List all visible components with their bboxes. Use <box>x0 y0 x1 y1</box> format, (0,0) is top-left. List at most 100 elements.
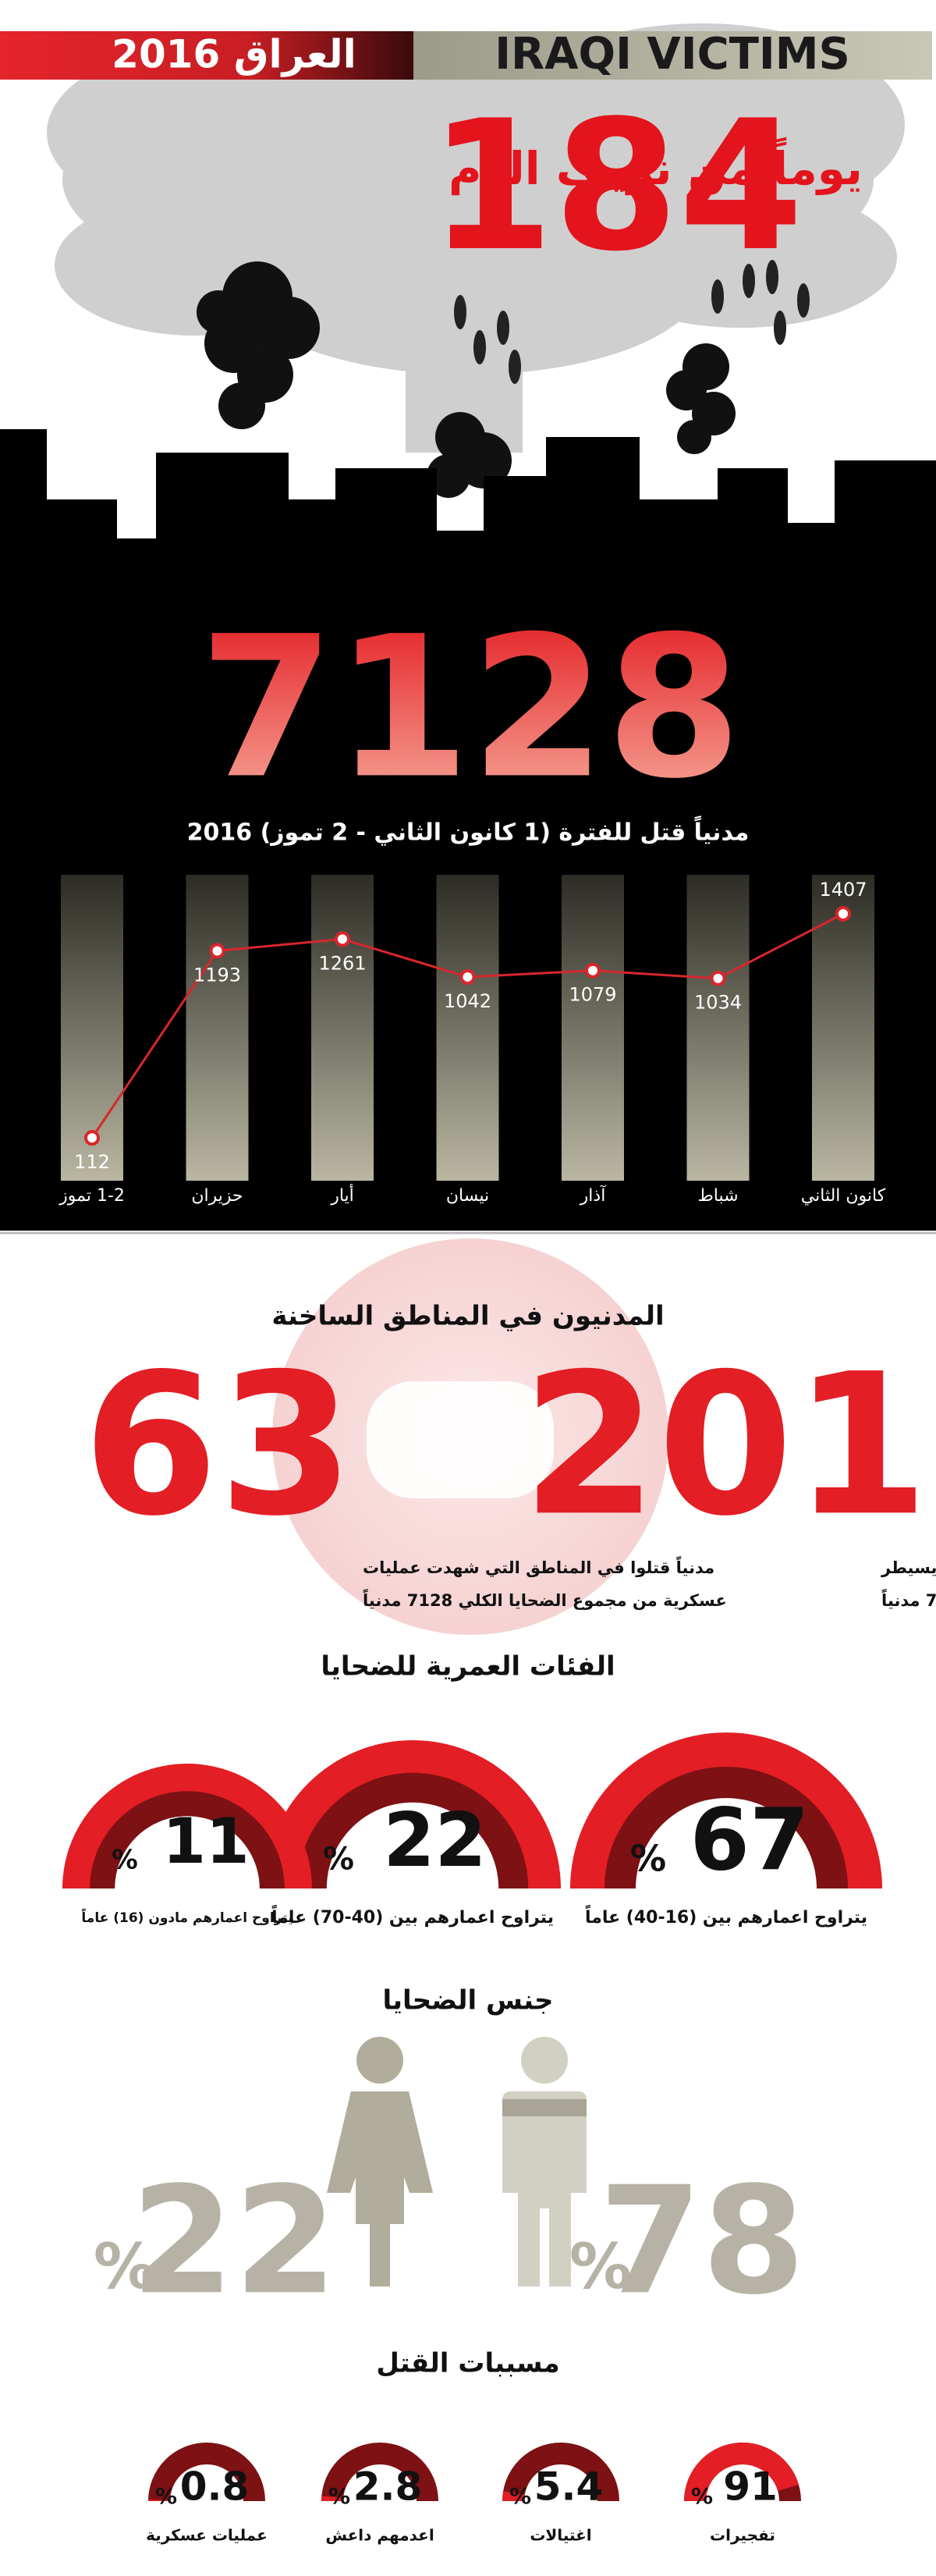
data-label: 1042 <box>444 990 491 1012</box>
data-point <box>335 931 350 947</box>
column <box>311 875 374 1181</box>
building <box>484 476 546 570</box>
column <box>186 875 249 1181</box>
column <box>436 875 499 1181</box>
age-label: يتراوح اعمارهم بين (40-70) عاماً <box>271 1904 554 1928</box>
ring-value <box>148 2500 171 2501</box>
cause-label: عمليات عسكرية <box>146 2526 268 2545</box>
building <box>47 499 117 570</box>
ring-value <box>684 2443 800 2501</box>
data-label: 1261 <box>318 952 366 974</box>
cause-value: 0.8 <box>180 2464 250 2510</box>
x-tick-label: حزيران <box>191 1186 243 1206</box>
x-tick-label: كانون الثاني <box>801 1186 886 1206</box>
data-point <box>710 970 726 986</box>
big-number: 63 <box>83 1331 354 1558</box>
data-label: 1193 <box>193 964 241 986</box>
age-value: 11 <box>162 1805 249 1878</box>
percent-sign: % <box>630 1838 666 1880</box>
data-point <box>835 906 851 922</box>
x-tick-label: 1-2 تموز <box>58 1186 125 1206</box>
percent-sign: % <box>323 1842 354 1878</box>
column <box>686 875 750 1181</box>
percent-sign: % <box>691 2483 713 2509</box>
age-groups: 67% يتراوح اعمارهم بين (16-40) عاماً 22% يت… <box>62 1732 882 1928</box>
caption: عسكرية من مجموع الضحايا الكلي 7128 مدنيا… <box>363 1588 727 1610</box>
percent-sign: % <box>94 2230 156 2303</box>
header-red <box>0 31 413 80</box>
male-figure <box>502 2037 587 2286</box>
building <box>289 499 335 570</box>
x-tick-label: نيسان <box>446 1186 489 1206</box>
column <box>562 875 624 1181</box>
gender-value: 78 <box>599 2155 805 2327</box>
days-number: 184 <box>429 83 803 291</box>
cause-value: 91 <box>723 2464 778 2510</box>
data-point <box>84 1130 100 1146</box>
arc-center <box>636 1798 817 1888</box>
building <box>835 460 936 570</box>
data-label: 1079 <box>569 984 616 1006</box>
ring-value <box>321 2496 344 2501</box>
bombs <box>454 260 810 384</box>
header-title-ar: العراق 2016 <box>112 32 356 78</box>
building <box>718 468 788 570</box>
building <box>335 468 437 570</box>
causes: 91% تفجيرات 5.4% اغتيالات 2.8% اعدمهم داعش 0.8… <box>146 2443 801 2545</box>
data-label: 1034 <box>694 992 742 1014</box>
glow-square <box>367 1381 554 1498</box>
building <box>640 499 718 570</box>
section-title: المدنيون في المناطق الساخنة <box>271 1301 664 1332</box>
chart-title: مدنياً قتل للفترة (1 كانون الثاني - 2 تم… <box>187 815 750 847</box>
column <box>61 875 123 1181</box>
arc-center <box>115 1816 260 1888</box>
hot-zones: 201مدني أعدمهم داعش في المناطق التي يسيط… <box>83 1331 936 1610</box>
total-number: 7128 <box>199 594 742 821</box>
data-label: 1407 <box>819 879 867 901</box>
section-title: الفئات العمرية للضحايا <box>321 1651 615 1682</box>
building <box>546 437 640 570</box>
cause-value: 2.8 <box>353 2464 423 2510</box>
cause-label: اعدمهم داعش <box>325 2526 434 2545</box>
ring-base <box>148 2443 265 2501</box>
smoke <box>197 261 736 498</box>
ring-base <box>321 2443 438 2501</box>
cause-label: تفجيرات <box>710 2526 775 2545</box>
chart: كانون الثاني شباط آذار نيسان أيار حزيران 1-2 ت… <box>58 875 886 1206</box>
x-tick-label: شباط <box>697 1186 738 1206</box>
age-value: 67 <box>690 1789 809 1889</box>
percent-sign: % <box>509 2483 531 2509</box>
gender-value: 22 <box>131 2155 337 2327</box>
cause-label: اغتيالات <box>530 2526 591 2545</box>
section-title: جنس الضحايا <box>382 1985 553 2016</box>
big-number: 201 <box>522 1331 929 1558</box>
cause-value: 5.4 <box>534 2464 604 2510</box>
caption: مدني أعدمهم داعش في المناطق التي يسيطر <box>881 1556 936 1577</box>
percent-sign: % <box>328 2483 350 2509</box>
header-title-en: IRAQI VICTIMS <box>495 29 850 80</box>
age-value: 22 <box>383 1798 486 1884</box>
data-point <box>585 962 601 979</box>
female-figure <box>327 2037 433 2286</box>
x-tick-label: آذار <box>580 1185 607 1206</box>
age-label: يتراوح اعمارهم مادون (16) عاماً <box>81 1907 293 1926</box>
building <box>156 453 289 570</box>
header-gray <box>413 31 932 80</box>
caption: عليها من مجموع الضحايا الكلي 7128 مدنياً <box>881 1588 936 1610</box>
data-label: 112 <box>74 1151 110 1173</box>
data-point <box>209 943 225 959</box>
gender: 78%22% <box>94 2155 805 2327</box>
percent-sign: % <box>569 2230 632 2303</box>
ring-base <box>502 2443 619 2501</box>
age-label: يتراوح اعمارهم بين (16-40) عاماً <box>585 1904 867 1928</box>
building <box>0 429 47 570</box>
percent-sign: % <box>112 1845 138 1875</box>
days-label: يوماً من نزيف الدم <box>448 137 863 196</box>
x-tick-label: أيار <box>330 1184 354 1206</box>
data-point <box>459 968 476 985</box>
caption: مدنياً قتلوا في المناطق التي شهدت عمليات <box>363 1555 714 1577</box>
section-title: مسببات القتل <box>376 2348 559 2379</box>
ring-value <box>502 2491 525 2501</box>
